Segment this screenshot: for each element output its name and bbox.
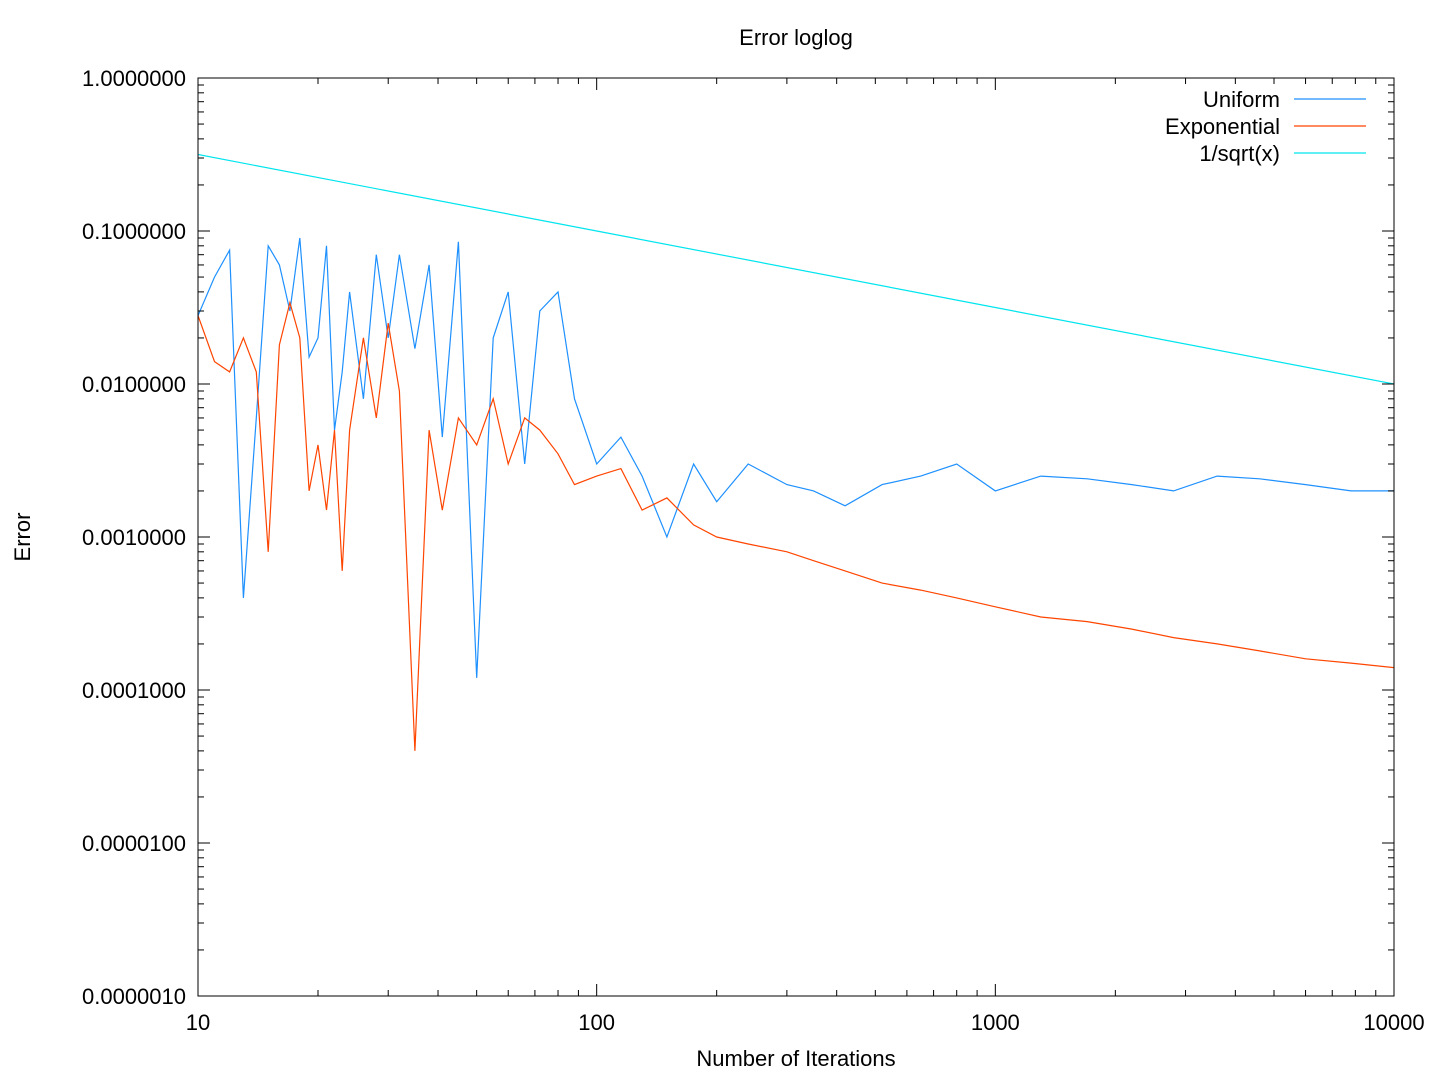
chart-title: Error loglog: [739, 25, 853, 50]
legend-label: Uniform: [1203, 87, 1280, 112]
y-tick-label: 0.0010000: [82, 525, 186, 550]
y-tick-label: 0.0000010: [82, 984, 186, 1009]
series-line-2: [198, 300, 1394, 751]
y-tick-label: 0.1000000: [82, 219, 186, 244]
legend-label: Exponential: [1165, 114, 1280, 139]
y-axis-label: Error: [10, 513, 35, 562]
axis-ticks: 10 100 1000 10000 0.0000010 0.0000100 0.000100…: [82, 66, 1425, 1035]
y-tick-label: 0.0100000: [82, 372, 186, 397]
y-tick-label: 1.0000000: [82, 66, 186, 91]
x-tick-label: 1000: [971, 1010, 1020, 1035]
plot-border: [197, 77, 1395, 997]
y-tick-label: 0.0001000: [82, 678, 186, 703]
series-line-1: [198, 237, 1394, 678]
x-tick-label: 100: [578, 1010, 615, 1035]
y-tick-label: 0.0000100: [82, 831, 186, 856]
series-layer: [198, 153, 1394, 751]
series-line-3: [198, 153, 1394, 385]
legend-label: 1/sqrt(x): [1199, 141, 1280, 166]
x-tick-label: 10: [186, 1010, 210, 1035]
x-axis-label: Number of Iterations: [696, 1046, 895, 1071]
x-tick-label: 10000: [1363, 1010, 1424, 1035]
